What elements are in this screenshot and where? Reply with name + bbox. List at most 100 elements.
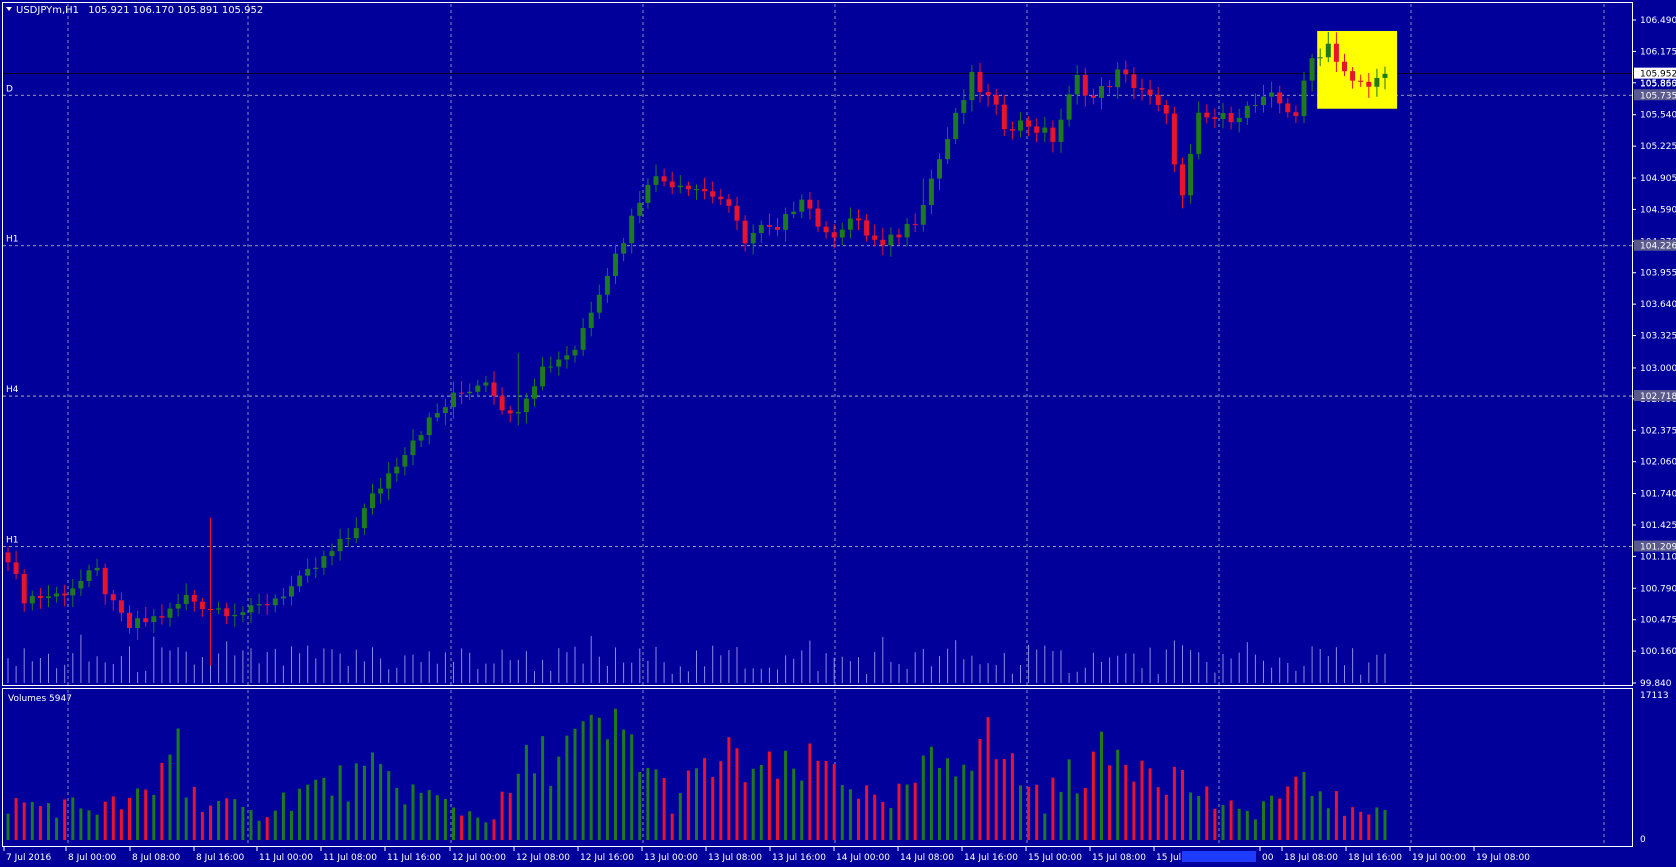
bull-candle: [783, 214, 789, 230]
bear-candle: [1050, 127, 1056, 142]
bull-candle: [46, 596, 51, 599]
bear-candle: [1293, 112, 1299, 117]
level-label: D: [6, 84, 13, 94]
bear-candle: [1212, 117, 1218, 119]
bull-candle: [410, 440, 416, 456]
bull-candle: [361, 508, 367, 529]
time-axis-selection[interactable]: [1182, 851, 1256, 862]
bear-candle: [710, 191, 716, 197]
bear-candle: [1350, 71, 1356, 81]
bull-candle: [240, 612, 246, 615]
x-tick-label: 19 Jul 08:00: [1476, 853, 1530, 863]
bull-candle: [1196, 112, 1202, 154]
bear-candle: [977, 71, 983, 93]
x-tick-label: 11 Jul 00:00: [259, 853, 313, 863]
time-axis[interactable]: 7 Jul 2016 8 Jul 00:00 8 Jul 08:00 8 Jul 16…: [3, 847, 1530, 863]
current-price-tag: [1634, 67, 1676, 79]
bull-candle: [434, 413, 440, 418]
bull-candle: [556, 359, 562, 367]
bear-candle: [1333, 43, 1339, 62]
y-tick-label: 106.175: [1640, 47, 1676, 57]
bear-candle: [685, 185, 691, 190]
y-tick-label: 103.325: [1640, 332, 1676, 342]
bull-candle: [1188, 153, 1194, 196]
bear-candle: [507, 410, 513, 414]
bear-candle: [1366, 81, 1372, 87]
bull-candle: [167, 608, 173, 618]
bull-candle: [483, 382, 489, 386]
bull-candle: [515, 412, 521, 414]
bull-candle: [321, 556, 327, 568]
bull-candle: [256, 604, 262, 606]
x-tick-label: 7 Jul 2016: [6, 853, 51, 863]
y-tick-label: 103.640: [1640, 300, 1676, 310]
price-axis[interactable]: 106.490 106.175 105.860 105.540 105.225 104.9…: [1632, 16, 1676, 845]
bull-candle: [442, 407, 448, 414]
bear-candle: [856, 218, 861, 221]
bull-candle: [1325, 43, 1331, 58]
bear-candle: [1026, 120, 1032, 127]
bear-candle: [208, 608, 213, 610]
level-price-label: 102.718: [1640, 392, 1676, 402]
bull-candle: [694, 188, 699, 190]
bear-candle: [1139, 88, 1145, 90]
bull-candle: [272, 598, 278, 606]
bull-candle: [353, 528, 359, 539]
main-chart-panel[interactable]: [2, 2, 1633, 686]
level-price-tag: [1634, 540, 1676, 552]
bull-candle: [70, 588, 76, 596]
x-tick-label: 15 Jul 00:00: [1028, 853, 1082, 863]
bull-candle: [523, 398, 529, 413]
bear-candle: [37, 595, 43, 599]
x-tick-label: 12 Jul 16:00: [580, 853, 634, 863]
bull-candle: [637, 202, 643, 216]
volume-panel[interactable]: [2, 688, 1633, 847]
bull-candle: [1066, 94, 1072, 120]
current-price-label: 105.952: [1640, 70, 1676, 80]
grid-lines: [67, 4, 1605, 845]
bull-candle: [378, 488, 384, 494]
bull-candle: [572, 349, 578, 356]
bull-candle: [475, 385, 481, 392]
collapse-triangle-icon[interactable]: [6, 7, 12, 11]
bull-candle: [151, 616, 157, 623]
level-price-label: 104.226: [1640, 242, 1676, 252]
bear-candle: [21, 573, 27, 604]
x-tick-label: 8 Jul 00:00: [68, 853, 117, 863]
y-tick-label: 104.905: [1640, 174, 1676, 184]
bear-candle: [143, 618, 149, 623]
bull-candle: [426, 417, 432, 436]
bull-candle: [78, 580, 84, 589]
bull-candle: [1058, 119, 1064, 142]
bear-candle: [1155, 94, 1161, 105]
bear-candle: [1123, 69, 1129, 75]
bull-candle: [183, 595, 189, 604]
bull-candle: [613, 253, 618, 276]
bull-candle: [1220, 113, 1226, 119]
bull-candle: [532, 386, 537, 399]
bull-candle: [621, 243, 627, 254]
level-label: H1: [6, 536, 19, 546]
x-tick-label: 14 Jul 00:00: [836, 853, 890, 863]
bull-candle: [467, 391, 473, 394]
bull-candle: [248, 605, 254, 613]
bull-candle: [937, 159, 942, 179]
x-tick-label: 13 Jul 16:00: [772, 853, 826, 863]
bull-candle: [1099, 86, 1104, 98]
y-tick-label: 105.860: [1640, 79, 1676, 89]
bull-candle: [175, 603, 181, 609]
bear-candle: [1090, 95, 1096, 98]
bear-candle: [13, 562, 19, 574]
bull-candle: [1309, 58, 1315, 81]
x-tick-label: 11 Jul 16:00: [387, 853, 441, 863]
bull-candle: [645, 184, 651, 203]
bull-candle: [29, 595, 35, 604]
bull-candle: [1261, 96, 1266, 106]
bull-candle: [799, 199, 805, 212]
bear-candle: [191, 595, 197, 602]
volume-max-label: 17113: [1640, 691, 1669, 701]
y-tick-label: 103.955: [1640, 269, 1676, 279]
bull-candle: [750, 232, 756, 244]
y-tick-label: 105.225: [1640, 142, 1676, 152]
